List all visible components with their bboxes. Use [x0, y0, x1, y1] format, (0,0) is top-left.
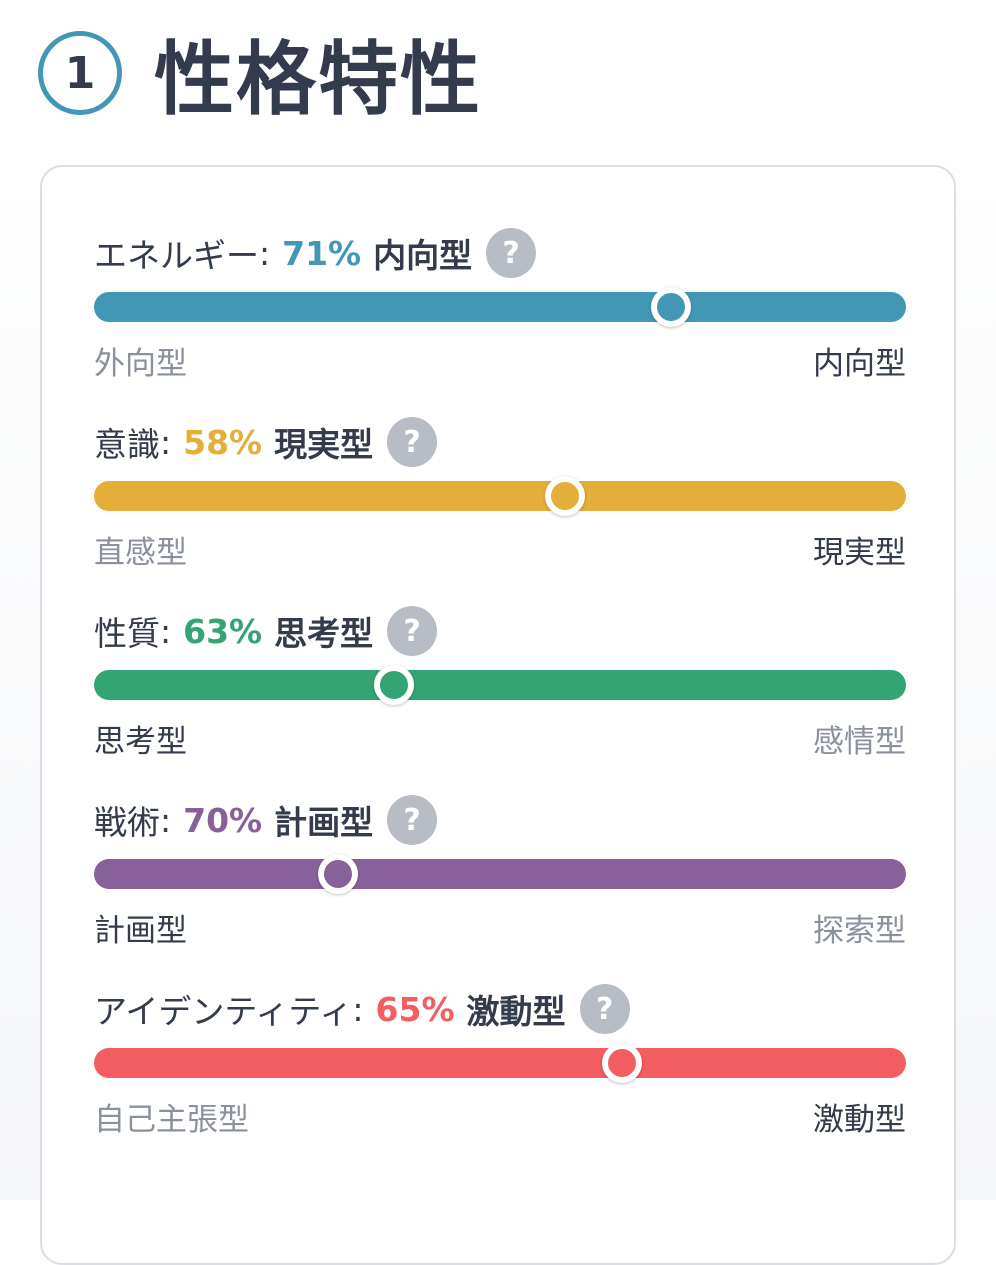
trait-name: 性質: [94, 614, 160, 653]
trait-slider-track: [94, 1043, 906, 1083]
trait-slider-knob: [650, 287, 691, 327]
trait-heading: 性質:63% 思考型 ?: [94, 603, 438, 659]
trait-name: エネルギー: [94, 236, 259, 275]
question-mark-icon[interactable]: ?: [387, 606, 438, 656]
page-header: 1 性格特性: [38, 18, 482, 128]
trait-result: 激動型: [466, 992, 566, 1031]
trait-colon: :: [160, 611, 172, 651]
page-title: 性格特性: [154, 33, 482, 126]
trait-slider-knob: [374, 665, 415, 705]
trait-heading: 戦術:70% 計画型 ?: [94, 792, 438, 848]
step-number-badge: 1: [38, 31, 122, 115]
trait-colon: :: [160, 800, 172, 840]
trait-heading: エネルギー:71% 内向型 ?: [94, 225, 537, 281]
trait-percent: 58%: [183, 422, 263, 462]
trait-heading: アイデンティティ:65% 激動型 ?: [94, 981, 630, 1037]
trait-colon: :: [352, 989, 364, 1029]
trait-identity: アイデンティティ:65% 激動型 ? 自己主張型 激動型: [94, 981, 906, 1141]
trait-energy: エネルギー:71% 内向型 ? 外向型 内向型: [94, 225, 906, 385]
trait-result: 計画型: [274, 803, 374, 842]
trait-percent: 71%: [282, 233, 362, 273]
trait-name: 意識: [94, 425, 160, 464]
trait-name: 戦術: [94, 803, 160, 842]
trait-colon: :: [160, 422, 172, 462]
trait-slider-track: [94, 854, 906, 894]
trait-heading: 意識:58% 現実型 ?: [94, 414, 438, 470]
trait-percent: 65%: [375, 989, 455, 1029]
question-mark-icon[interactable]: ?: [387, 795, 438, 845]
trait-right-label: 現実型: [813, 535, 906, 571]
trait-mind: 意識:58% 現実型 ? 直感型 現実型: [94, 414, 906, 574]
trait-slider-track: [94, 665, 906, 705]
trait-name: アイデンティティ: [94, 992, 353, 1031]
trait-right-label: 感情型: [813, 724, 906, 760]
trait-right-label: 探索型: [813, 913, 906, 949]
traits-card: エネルギー:71% 内向型 ? 外向型 内向型 意識:58% 現実型 ? 直感型 現…: [40, 165, 956, 1265]
trait-percent: 63%: [183, 611, 263, 651]
trait-left-label: 思考型: [94, 724, 187, 760]
trait-right-label: 激動型: [813, 1102, 906, 1138]
question-mark-icon[interactable]: ?: [387, 417, 438, 467]
question-mark-icon[interactable]: ?: [579, 984, 630, 1034]
question-mark-icon[interactable]: ?: [486, 228, 537, 278]
trait-result: 思考型: [274, 614, 374, 653]
trait-slider-track: [94, 287, 906, 327]
trait-result: 現実型: [274, 425, 374, 464]
trait-left-label: 直感型: [94, 535, 187, 571]
trait-left-label: 自己主張型: [94, 1102, 249, 1138]
trait-slider-knob: [601, 1043, 642, 1083]
trait-slider-knob: [544, 476, 585, 516]
trait-percent: 70%: [183, 800, 263, 840]
trait-result: 内向型: [373, 236, 473, 275]
trait-nature: 性質:63% 思考型 ? 思考型 感情型: [94, 603, 906, 763]
trait-slider-knob: [317, 854, 358, 894]
trait-left-label: 外向型: [94, 346, 187, 382]
trait-right-label: 内向型: [813, 346, 906, 382]
trait-slider-track: [94, 476, 906, 516]
trait-tactics: 戦術:70% 計画型 ? 計画型 探索型: [94, 792, 906, 952]
trait-left-label: 計画型: [94, 913, 187, 949]
trait-colon: :: [259, 233, 271, 273]
